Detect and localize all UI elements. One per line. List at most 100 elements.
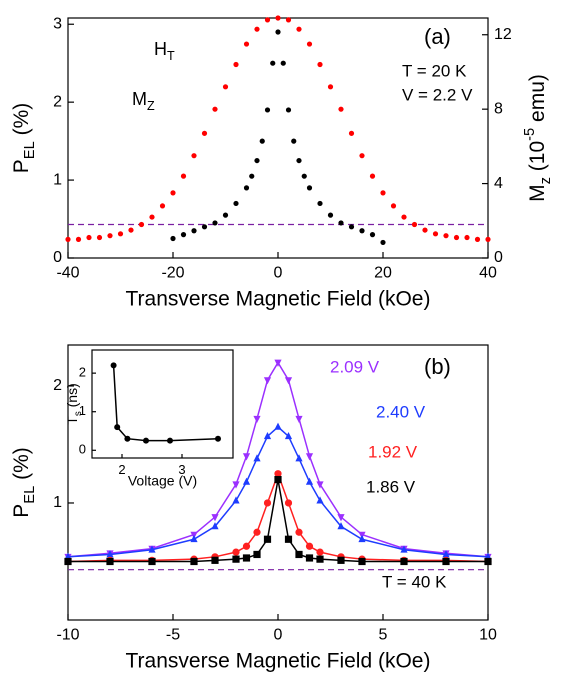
y-axis-title-part: (ns) xyxy=(64,383,80,411)
marker xyxy=(305,477,314,485)
y-tick-label: 2 xyxy=(79,365,86,380)
marker xyxy=(285,107,292,113)
y2-axis-title: Mz (10-5 emu) xyxy=(522,74,554,202)
marker xyxy=(263,535,272,543)
marker xyxy=(233,61,239,68)
marker xyxy=(96,234,103,241)
marker xyxy=(359,228,365,234)
marker xyxy=(369,173,376,179)
marker xyxy=(348,130,355,136)
marker xyxy=(358,557,366,566)
vector-label: HT xyxy=(154,39,175,64)
y-axis-title: PEL (%) xyxy=(10,447,38,517)
marker xyxy=(211,514,219,522)
vector-label-part: Z xyxy=(147,99,155,113)
marker xyxy=(485,236,491,242)
x-tick-label: 10 xyxy=(479,626,497,643)
marker xyxy=(400,557,408,566)
marker xyxy=(263,377,272,385)
marker xyxy=(301,173,307,179)
marker xyxy=(259,138,265,144)
marker xyxy=(254,26,260,32)
y-axis-title-part: (%) xyxy=(10,447,33,486)
marker xyxy=(305,554,314,562)
marker xyxy=(64,552,72,560)
marker xyxy=(264,17,271,23)
marker xyxy=(337,522,345,530)
marker xyxy=(400,545,408,553)
marker xyxy=(124,435,131,442)
marker xyxy=(232,548,240,556)
marker xyxy=(106,557,114,566)
marker xyxy=(474,236,481,242)
vector-label: MZ xyxy=(132,89,155,114)
marker xyxy=(305,542,314,550)
marker xyxy=(86,234,92,241)
marker xyxy=(170,190,176,196)
marker xyxy=(338,106,344,112)
marker xyxy=(464,234,470,241)
marker xyxy=(170,235,176,242)
marker xyxy=(337,556,345,564)
marker xyxy=(369,232,376,238)
y-axis-title-part: P xyxy=(10,159,33,173)
marker xyxy=(110,362,117,369)
marker xyxy=(232,496,240,504)
marker xyxy=(215,435,221,442)
marker xyxy=(295,528,303,536)
marker xyxy=(148,545,156,553)
marker xyxy=(327,212,334,218)
marker xyxy=(359,153,365,159)
marker xyxy=(263,499,272,507)
y-axis-title-part: EL xyxy=(22,486,38,504)
y-tick-label: 1 xyxy=(79,403,86,418)
marker xyxy=(296,157,302,164)
marker xyxy=(274,422,282,430)
marker xyxy=(316,555,324,563)
x-axis-title: Transverse Magnetic Field (kOe) xyxy=(126,650,431,673)
y2-axis-title-part: -5 xyxy=(522,128,538,141)
marker xyxy=(484,557,492,566)
series-label: 1.92 V xyxy=(368,442,418,461)
y2-tick-label: 4 xyxy=(494,175,503,192)
annotation: T = 20 K xyxy=(402,61,467,80)
y-tick-label: 2 xyxy=(53,377,62,394)
y-tick-label: 0 xyxy=(79,442,86,457)
x-axis-title: Transverse Magnetic Field (kOe) xyxy=(126,288,431,311)
panel-label: (b) xyxy=(424,354,451,379)
panel-label: (a) xyxy=(424,24,451,49)
y-axis-title-part: (%) xyxy=(10,103,33,142)
y-tick-label: 2 xyxy=(53,93,62,110)
marker xyxy=(390,203,397,209)
marker xyxy=(327,84,334,90)
marker xyxy=(274,470,282,478)
marker xyxy=(222,212,229,218)
marker xyxy=(411,221,418,228)
marker xyxy=(484,552,492,560)
marker xyxy=(380,190,386,196)
series-label: 1.86 V xyxy=(366,477,416,496)
marker xyxy=(242,554,251,562)
marker xyxy=(337,514,345,522)
marker xyxy=(191,153,197,159)
vector-label-part: H xyxy=(154,39,167,59)
x-tick-label: 20 xyxy=(374,264,392,281)
marker xyxy=(295,454,303,462)
marker xyxy=(232,555,240,563)
y-axis-title: PEL (%) xyxy=(10,103,38,173)
vector-label-part: T xyxy=(167,49,175,63)
series-label: 2.09 V xyxy=(330,357,380,376)
marker xyxy=(295,415,303,424)
marker xyxy=(117,231,124,237)
y-axis-title-part: P xyxy=(10,504,33,518)
marker xyxy=(316,481,324,489)
marker xyxy=(280,60,286,66)
marker xyxy=(253,550,261,559)
x-tick-label: 3 xyxy=(178,462,185,477)
y2-tick-label: 0 xyxy=(494,249,503,266)
marker xyxy=(274,359,282,367)
marker xyxy=(201,224,208,230)
marker xyxy=(442,557,450,566)
marker xyxy=(306,185,313,191)
x-tick-label: -5 xyxy=(166,626,180,643)
